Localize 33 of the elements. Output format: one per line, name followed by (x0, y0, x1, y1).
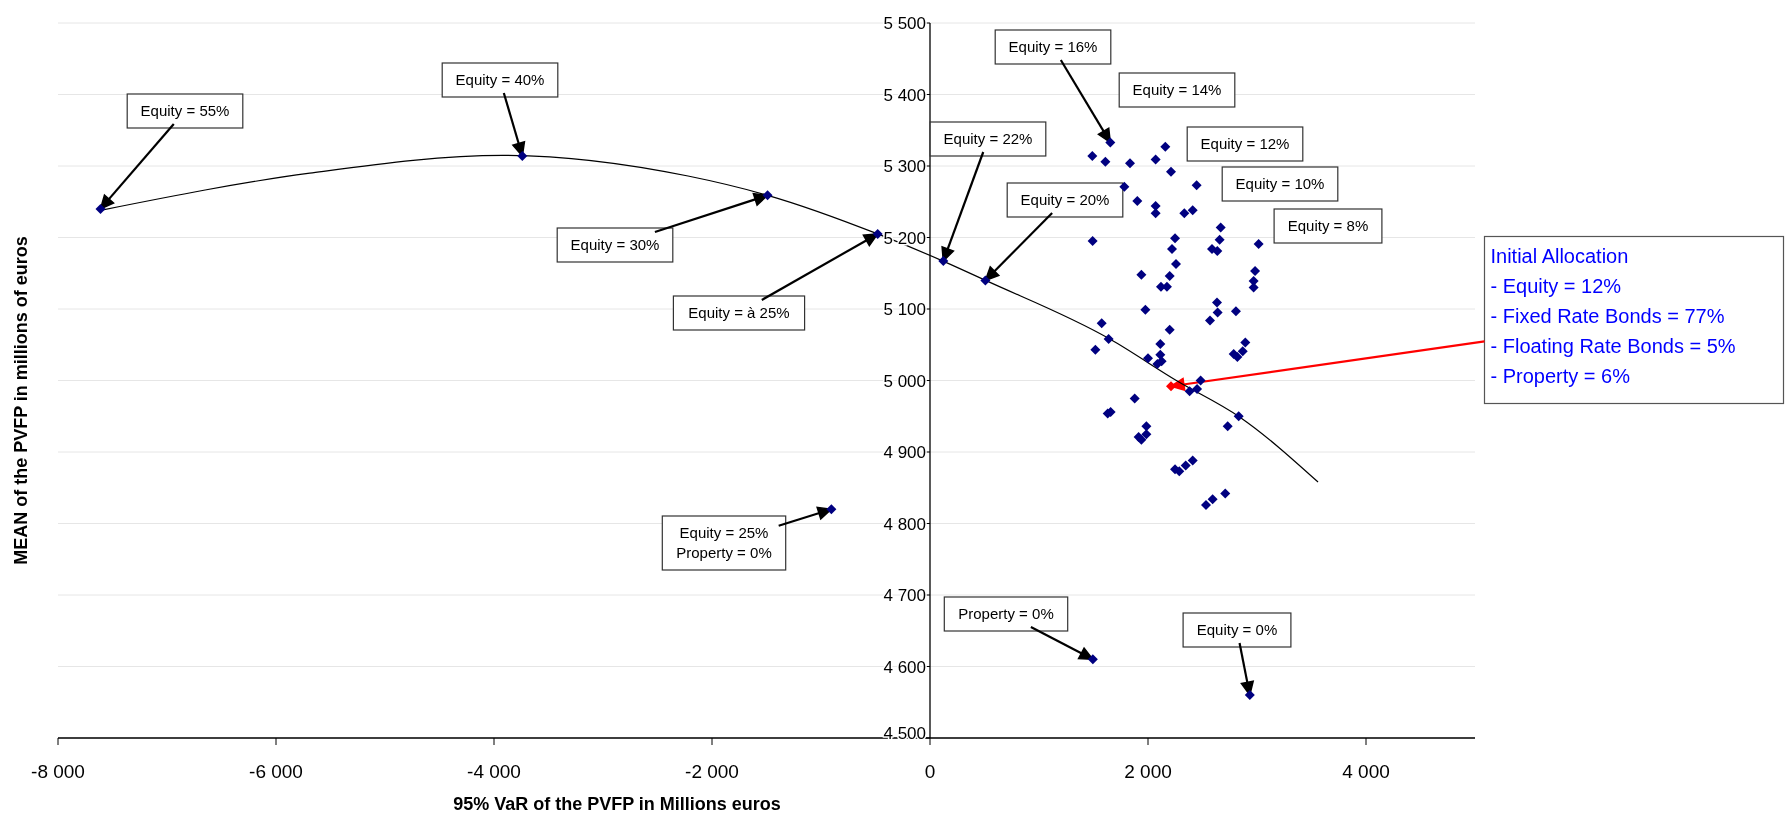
x-tick-label: 4 000 (1342, 761, 1390, 782)
annotation: Property = 0% (958, 605, 1054, 622)
x-tick-label: -8 000 (31, 761, 85, 782)
y-tick-label: 4 900 (883, 443, 926, 462)
annotation: Equity = 20% (1020, 191, 1110, 208)
x-tick-label: 0 (924, 761, 936, 782)
annotation: Equity = 22% (943, 130, 1033, 147)
annotation: Equity = à 25% (688, 304, 790, 321)
x-tick-label: -4 000 (467, 761, 521, 782)
y-tick-label: 5 500 (883, 14, 926, 33)
annotation: Equity = 25% Property = 0% (676, 524, 772, 561)
y-tick-label: 4 600 (883, 657, 926, 677)
annotation: Equity = 30% (570, 236, 660, 253)
annotation: Equity = 8% (1287, 217, 1369, 234)
annotation: Equity = 14% (1132, 81, 1222, 98)
y-tick-label: 4 800 (883, 514, 926, 534)
x-tick-label: 2 000 (1124, 761, 1172, 782)
annotation: Equity = 40% (455, 71, 545, 88)
y-tick-label: 5 000 (883, 371, 926, 391)
annotation: Equity = 12% (1200, 135, 1290, 152)
y-tick-label: 5 100 (883, 300, 926, 319)
x-tick-label: -6 000 (249, 761, 303, 782)
y-tick-label: 5 400 (883, 85, 926, 105)
y-tick-label: 5 300 (883, 157, 926, 176)
y-axis-title: MEAN of the PVFP in millions of euros (11, 236, 31, 565)
annotation: Initial Allocation - Equity = 12% - Fixed Rate Bonds = 77% - Floating Rate Bonds = 5% - Property = 6% (1490, 244, 1736, 387)
annotation: Equity = 10% (1235, 175, 1325, 192)
annotation: Equity = 0% (1196, 621, 1278, 638)
y-tick-label: 4 700 (883, 586, 926, 605)
x-axis-title: 95% VaR of the PVFP in Millions euros (453, 794, 781, 814)
annotation: Equity = 55% (140, 102, 230, 119)
annotation: Equity = 16% (1008, 38, 1098, 55)
x-tick-label: -2 000 (685, 761, 739, 782)
